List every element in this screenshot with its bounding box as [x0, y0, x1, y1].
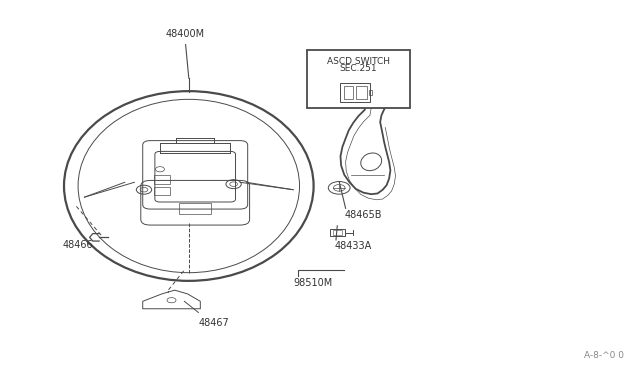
Bar	[154, 187, 170, 195]
Bar	[369, 90, 372, 95]
Bar	[344, 86, 353, 99]
Text: 48433A: 48433A	[334, 241, 371, 251]
Text: 98510M: 98510M	[293, 278, 332, 288]
Bar	[330, 229, 345, 236]
Text: SEC.251: SEC.251	[340, 64, 377, 73]
Text: ASCD SWITCH: ASCD SWITCH	[327, 57, 390, 66]
Text: 48466: 48466	[63, 240, 93, 250]
Bar	[307, 50, 410, 108]
Bar	[154, 175, 170, 184]
Bar	[356, 86, 367, 99]
Text: 48400M: 48400M	[166, 29, 205, 39]
Text: 48467: 48467	[198, 318, 229, 328]
Bar	[179, 203, 211, 214]
Text: 48465B: 48465B	[344, 210, 382, 220]
Text: A-8-^0 0: A-8-^0 0	[584, 351, 624, 360]
Bar	[333, 230, 342, 235]
